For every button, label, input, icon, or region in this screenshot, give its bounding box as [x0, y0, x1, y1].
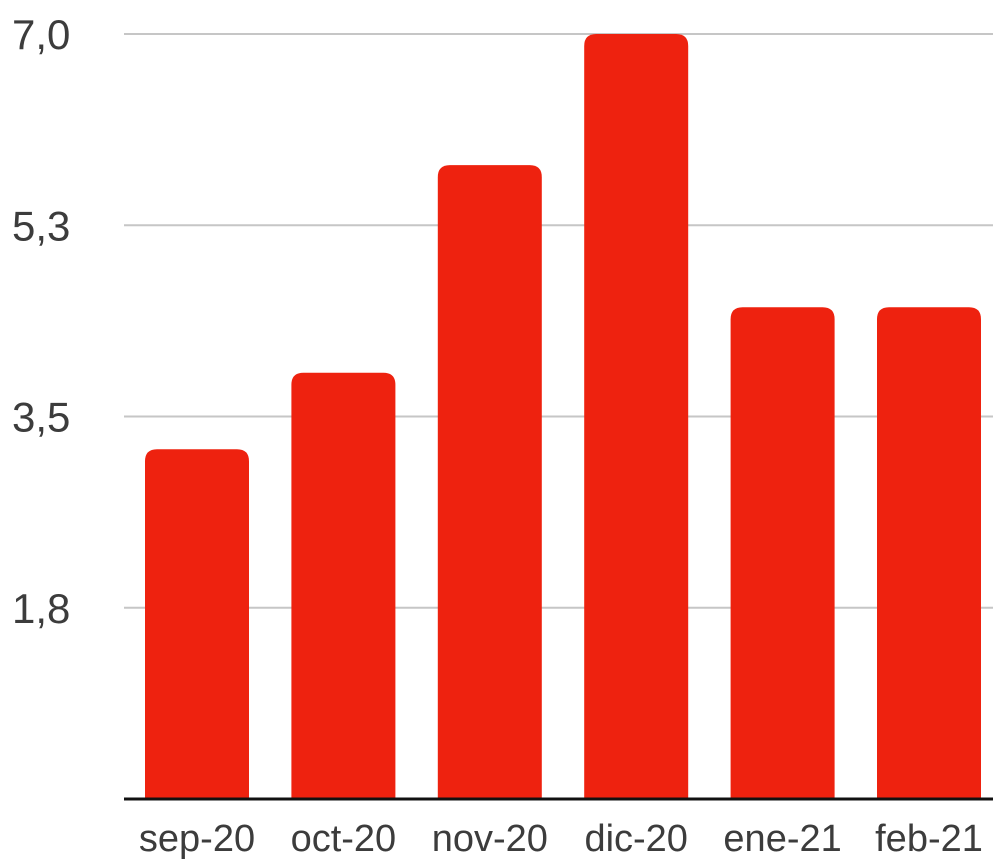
y-tick-label: 5,3	[12, 202, 70, 249]
bar-feb-21	[877, 307, 981, 799]
y-tick-label: 7,0	[12, 11, 70, 58]
bar-sep-20	[145, 449, 249, 799]
grid-lines	[124, 33, 993, 609]
x-tick-label: nov-20	[432, 818, 548, 860]
bars	[145, 34, 981, 800]
x-tick-labels: sep-20 oct-20 nov-20 dic-20 ene-21 feb-21	[139, 818, 983, 860]
x-tick-label: ene-21	[723, 818, 841, 860]
x-tick-label: oct-20	[291, 818, 397, 860]
bar-dic-20	[584, 34, 689, 799]
y-tick-label: 3,5	[12, 394, 70, 441]
y-tick-label: 1,8	[12, 585, 70, 632]
bar-oct-20	[291, 372, 396, 799]
x-tick-label: sep-20	[139, 818, 255, 860]
bar-ene-21	[730, 307, 835, 799]
bar-nov-20	[437, 165, 542, 800]
y-tick-labels: 1,8 3,5 5,3 7,0	[12, 11, 70, 632]
x-tick-label: dic-20	[584, 818, 688, 860]
x-tick-label: feb-21	[875, 818, 983, 860]
